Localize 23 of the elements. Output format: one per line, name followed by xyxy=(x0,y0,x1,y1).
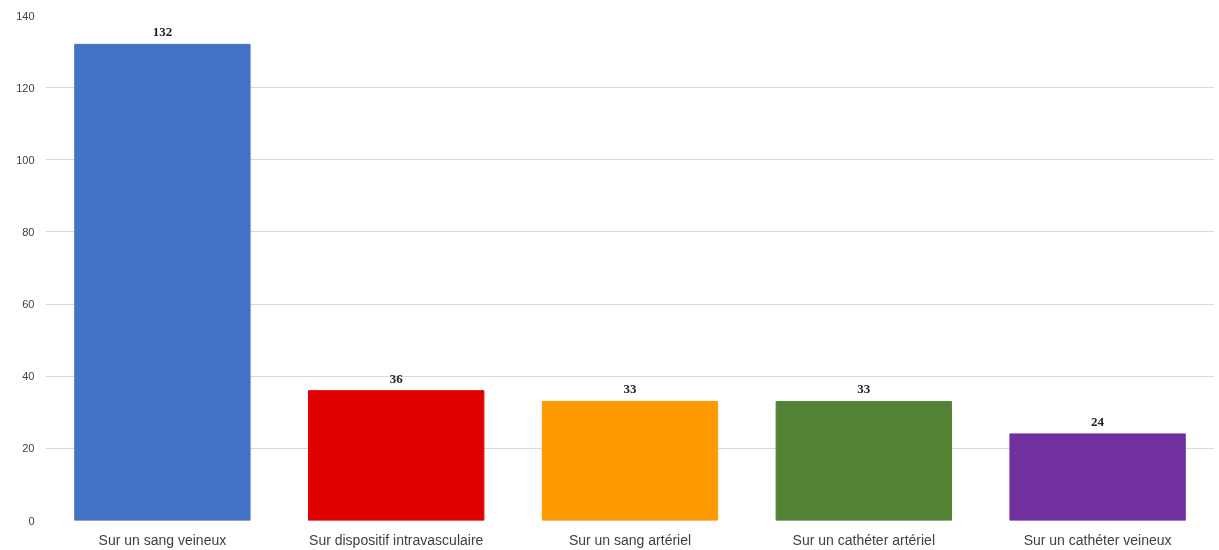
y-tick-label: 20 xyxy=(22,442,35,455)
y-tick-label: 100 xyxy=(16,153,35,166)
y-tick-label: 80 xyxy=(22,225,35,238)
x-tick-label: Sur un cathéter veineux xyxy=(1023,531,1172,548)
data-label: 33 xyxy=(623,381,637,397)
bar xyxy=(1009,433,1186,521)
y-tick-label: 60 xyxy=(22,298,35,311)
x-tick-label: Sur un sang veineux xyxy=(98,531,227,548)
bar xyxy=(74,43,251,521)
x-tick-label: Sur un sang artériel xyxy=(568,531,692,548)
x-tick-label: Sur dispositif intravasculaire xyxy=(309,531,484,548)
data-label: 132 xyxy=(152,24,173,40)
bar xyxy=(308,390,485,521)
y-tick-label: 40 xyxy=(22,370,35,383)
y-tick-label: 120 xyxy=(16,81,35,94)
data-label: 36 xyxy=(389,370,404,386)
data-label: 33 xyxy=(857,381,871,397)
data-label: 24 xyxy=(1091,413,1105,429)
y-tick-label: 0 xyxy=(28,514,35,527)
bar xyxy=(541,400,719,521)
x-tick-label: Sur un cathéter artériel xyxy=(792,531,935,548)
y-tick-label: 140 xyxy=(16,9,35,22)
bar xyxy=(775,400,952,521)
